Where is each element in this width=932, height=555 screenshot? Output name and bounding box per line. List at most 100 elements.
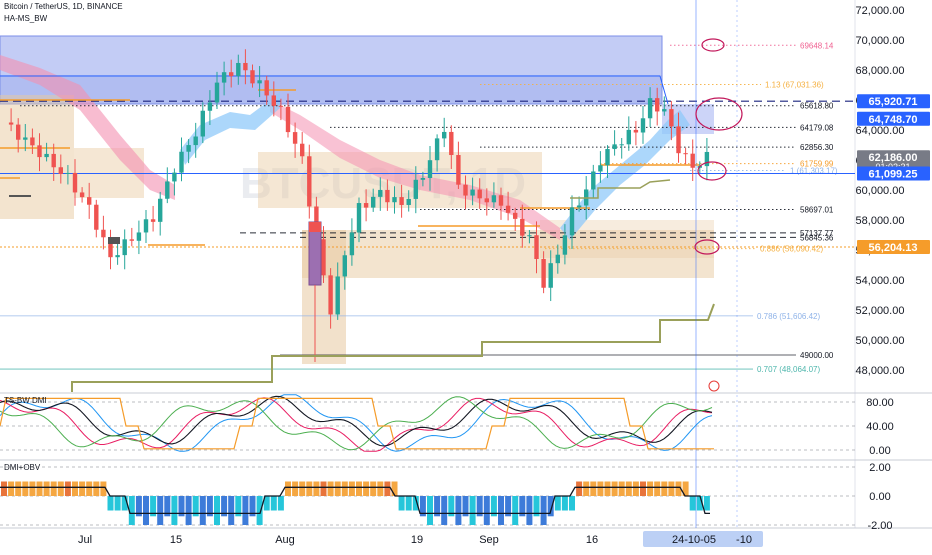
candle-body: [257, 80, 262, 84]
candle-body: [683, 153, 688, 155]
candle-body: [385, 189, 390, 203]
price-level-label: 1.13 (67,031.36): [765, 81, 824, 90]
candle-body: [214, 82, 220, 103]
obv-bar: [370, 481, 377, 496]
candle-body: [44, 153, 49, 158]
obv-bar: [214, 496, 220, 525]
obv-bar: [412, 496, 419, 511]
price-level-label: 58697.01: [800, 206, 834, 215]
obv-bar: [483, 496, 490, 525]
demand-zone: [0, 95, 74, 219]
obv-bar: [505, 496, 512, 517]
obv-bar: [561, 496, 568, 511]
obv-bar: [682, 481, 689, 496]
candle-body: [456, 155, 461, 185]
candle-body: [349, 232, 355, 256]
highlight-candle-cap: [309, 222, 321, 232]
ema-ribbon-red: [270, 100, 560, 240]
obv-bar: [8, 481, 15, 496]
candle-body: [619, 144, 624, 146]
candle-body: [243, 62, 248, 71]
obv-bar: [419, 496, 426, 517]
symbol-title: Bitcoin / TetherUS, 1D, BINANCE: [4, 2, 123, 11]
price-axis-tick: 54,000.00: [856, 275, 905, 287]
time-cursor-badge[interactable]: [643, 531, 763, 547]
candle-body: [612, 144, 617, 150]
time-axis-tick: Sep: [479, 534, 499, 546]
candle-body: [65, 172, 71, 174]
obv-bar: [206, 496, 213, 517]
candle-body: [16, 124, 21, 140]
dmi-pane-title: TS-BW DMI: [4, 396, 47, 405]
candle-body: [434, 138, 440, 161]
ema-ribbon-blue: [180, 92, 280, 165]
candle-body: [605, 149, 610, 166]
obv-bar: [285, 481, 291, 496]
price-axis-tick: 60,000.00: [856, 185, 905, 197]
obv-bar: [36, 481, 43, 496]
obv-bar: [185, 496, 192, 525]
obv-bar: [79, 481, 86, 496]
obv-bar: [455, 496, 462, 525]
annotation-ellipse: [701, 38, 725, 52]
candle-body: [79, 192, 85, 198]
price-level-label: 61759.99: [800, 160, 834, 169]
candle-body: [58, 167, 63, 174]
obv-bar: [625, 481, 632, 496]
obv-bar: [178, 496, 185, 517]
price-level-label: 65618.80: [800, 102, 834, 111]
obv-bar: [57, 481, 64, 496]
price-level-label: 0.886 (56,090.42): [760, 245, 823, 254]
candle-body: [72, 172, 78, 193]
price-axis-tick: 48,000.00: [856, 365, 905, 377]
obv-bar: [590, 481, 597, 496]
obv-bar: [569, 496, 575, 511]
obv-bar: [640, 481, 646, 496]
candle-body: [285, 106, 291, 133]
candle-body: [321, 239, 326, 276]
obv-axis-tick: -2.00: [867, 520, 892, 532]
annotation-ellipse: [695, 97, 743, 131]
alert-icon[interactable]: [708, 380, 720, 392]
obv-bar: [121, 496, 128, 511]
candle-body: [101, 229, 106, 238]
obv-bar: [490, 496, 497, 517]
candle-body: [413, 179, 418, 199]
candle-body: [591, 171, 596, 190]
obv-bar: [235, 496, 242, 517]
candle-body: [626, 129, 631, 145]
price-axis-tick: 58,000.00: [856, 215, 905, 227]
candle-body: [690, 153, 695, 168]
candle-body: [598, 165, 603, 172]
candle-body: [23, 137, 28, 140]
price-level-label: 49000.00: [800, 351, 834, 360]
candle-body: [548, 263, 553, 288]
candle-body: [186, 145, 191, 152]
obv-bar: [604, 481, 611, 496]
time-cursor-label: 24-10-05: [672, 534, 716, 546]
candle-body: [442, 131, 447, 139]
obv-bar: [547, 496, 554, 517]
dmi-plus-line: [0, 394, 713, 452]
candle-body: [498, 195, 504, 206]
obv-bar: [150, 496, 157, 517]
marker-candle: [108, 237, 120, 244]
candle-body: [236, 62, 241, 77]
obv-bar: [448, 496, 455, 517]
candle-body: [136, 232, 142, 241]
obv-bar: [597, 481, 604, 496]
obv-bar: [554, 496, 561, 511]
price-level-label: 0.707 (48,064.07): [757, 365, 820, 374]
candle-body: [292, 132, 298, 144]
price-level-label: 1 (61,303.17): [790, 166, 838, 175]
candle-body: [335, 276, 340, 315]
candle-body: [158, 198, 163, 222]
trailing-stop-line: [71, 303, 715, 392]
candle-body: [363, 203, 369, 208]
dmi-step-line: [0, 397, 714, 450]
candle-body: [655, 98, 660, 112]
candle-body: [150, 219, 156, 222]
candle-body: [371, 196, 376, 208]
